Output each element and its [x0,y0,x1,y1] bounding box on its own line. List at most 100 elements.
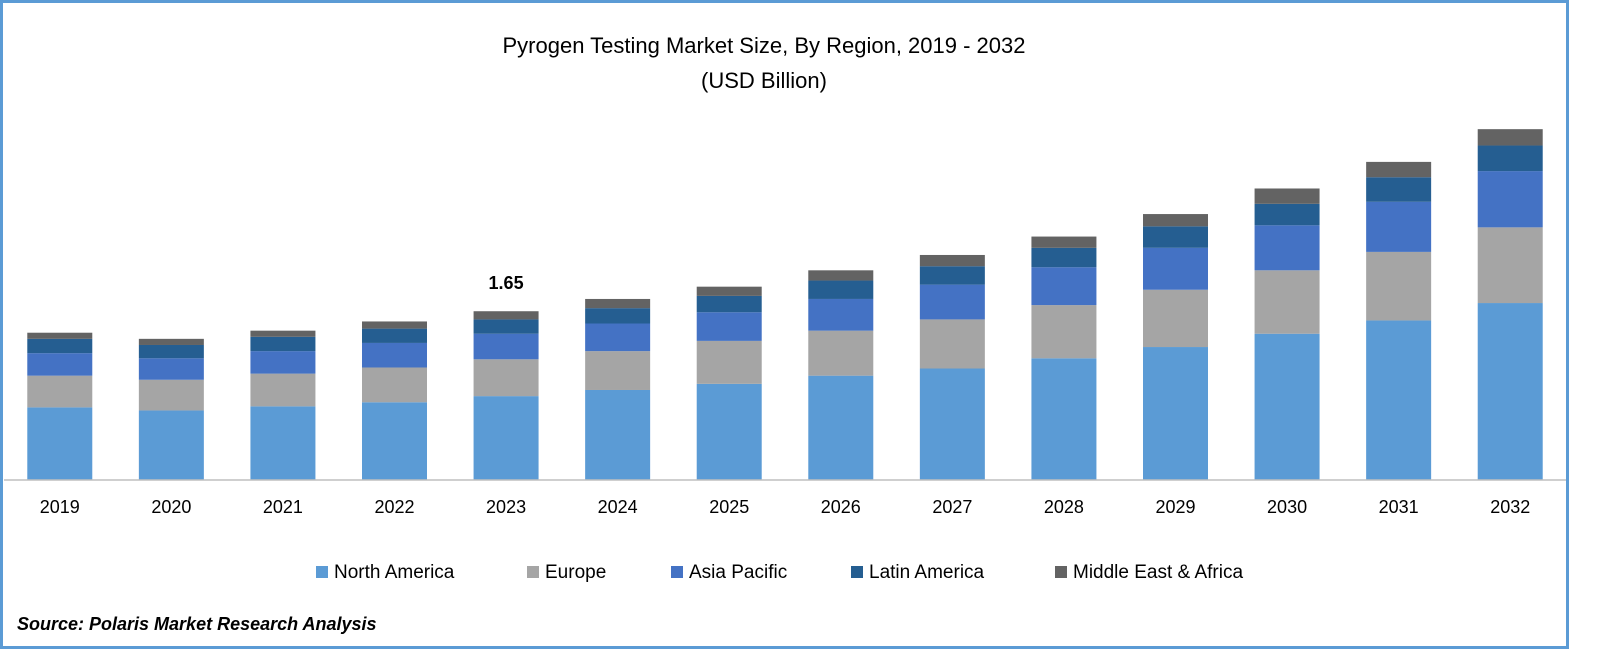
x-tick-label: 2024 [598,497,638,517]
bar-segment [919,284,985,320]
bar-segment [808,298,874,331]
bar-segment [1254,225,1320,271]
legend-swatch [1055,566,1067,578]
bar-segment [1031,247,1097,268]
legend-swatch [851,566,863,578]
bar-segment [1254,270,1320,334]
legend-swatch [316,566,328,578]
bar-segment [808,330,874,376]
bar-segment [250,406,316,480]
legend-label: Asia Pacific [689,562,787,583]
x-tick-label: 2022 [374,497,414,517]
bar-segment [808,270,874,281]
bar-segment [27,332,93,339]
legend-label: Europe [545,562,606,583]
bar-segment [585,323,651,352]
data-label: 1.65 [489,273,524,293]
bar-segment [250,373,316,407]
legend-label: North America [334,562,455,583]
bar-segment [1366,177,1432,202]
bar-segment [585,298,651,309]
chart-border [0,0,1569,649]
bar-segment [362,367,427,403]
bar-segment [1366,161,1432,178]
bar-segment [1143,347,1208,480]
bar-segment [1143,226,1208,248]
bar-segment [1143,214,1208,227]
bar-segment [27,338,93,354]
bar-segment [1477,129,1543,146]
bar-segment [1031,358,1097,480]
x-tick-label: 2030 [1267,497,1307,517]
bar-segment [1143,247,1208,290]
bar-segment [808,375,874,480]
chart-title: Pyrogen Testing Market Size, By Region, … [502,33,1025,58]
bar-segment [473,319,539,334]
bar-segment [138,379,204,411]
legend-label: Middle East & Africa [1073,562,1243,583]
source-note: Source: Polaris Market Research Analysis [17,614,377,634]
x-tick-label: 2020 [151,497,191,517]
legend-swatch [527,566,539,578]
bar-segment [1366,320,1432,480]
bar-segment [362,402,427,480]
bar-segment [919,266,985,285]
bar-segment [696,295,762,313]
bar-segment [250,330,316,337]
bar-segment [27,407,93,480]
bar-segment [138,358,204,380]
x-tick-label: 2019 [40,497,80,517]
bar-segment [808,280,874,299]
bar-segment [1031,236,1097,248]
x-tick-label: 2029 [1155,497,1195,517]
bar-segment [585,351,651,390]
bar-segment [138,410,204,480]
bar-segment [250,351,316,374]
bar-segment [585,308,651,324]
bar-segment [250,336,316,352]
bar-segment [1031,305,1097,359]
bar-segment [696,383,762,480]
bar-segment [473,396,539,480]
bar-segment [1366,201,1432,252]
bar-segment [27,375,93,408]
chart-subtitle: (USD Billion) [701,68,827,93]
x-tick-label: 2031 [1379,497,1419,517]
bar-segment [1143,289,1208,348]
bar-segment [1254,203,1320,226]
bar-segment [1477,227,1543,304]
bar-segment [1477,171,1543,228]
bar-segment [1477,303,1543,480]
bar-segment [1254,333,1320,480]
x-tick-label: 2028 [1044,497,1084,517]
legend-swatch [671,566,683,578]
bar-segment [362,321,427,329]
x-tick-label: 2023 [486,497,526,517]
x-tick-label: 2026 [821,497,861,517]
x-tick-label: 2025 [709,497,749,517]
bar-segment [696,312,762,341]
x-tick-label: 2021 [263,497,303,517]
bar-segment [362,342,427,368]
legend-label: Latin America [869,562,985,583]
bar-segment [138,338,204,345]
bar-segment [362,328,427,343]
bar-segment [585,389,651,480]
x-tick-label: 2027 [932,497,972,517]
bar-segment [696,340,762,384]
x-tick-label: 2032 [1490,497,1530,517]
bar-segment [696,286,762,296]
bar-segment [138,344,204,359]
bar-segment [473,359,539,397]
bar-segment [919,319,985,369]
bar-segment [1031,267,1097,306]
bar-segment [919,368,985,480]
bar-segment [1477,145,1543,172]
bar-segment [1366,251,1432,321]
bar-segment [919,254,985,267]
bar-segment [473,311,539,320]
bar-segment [1254,188,1320,204]
bar-segment [473,333,539,360]
bar-segment [27,353,93,376]
